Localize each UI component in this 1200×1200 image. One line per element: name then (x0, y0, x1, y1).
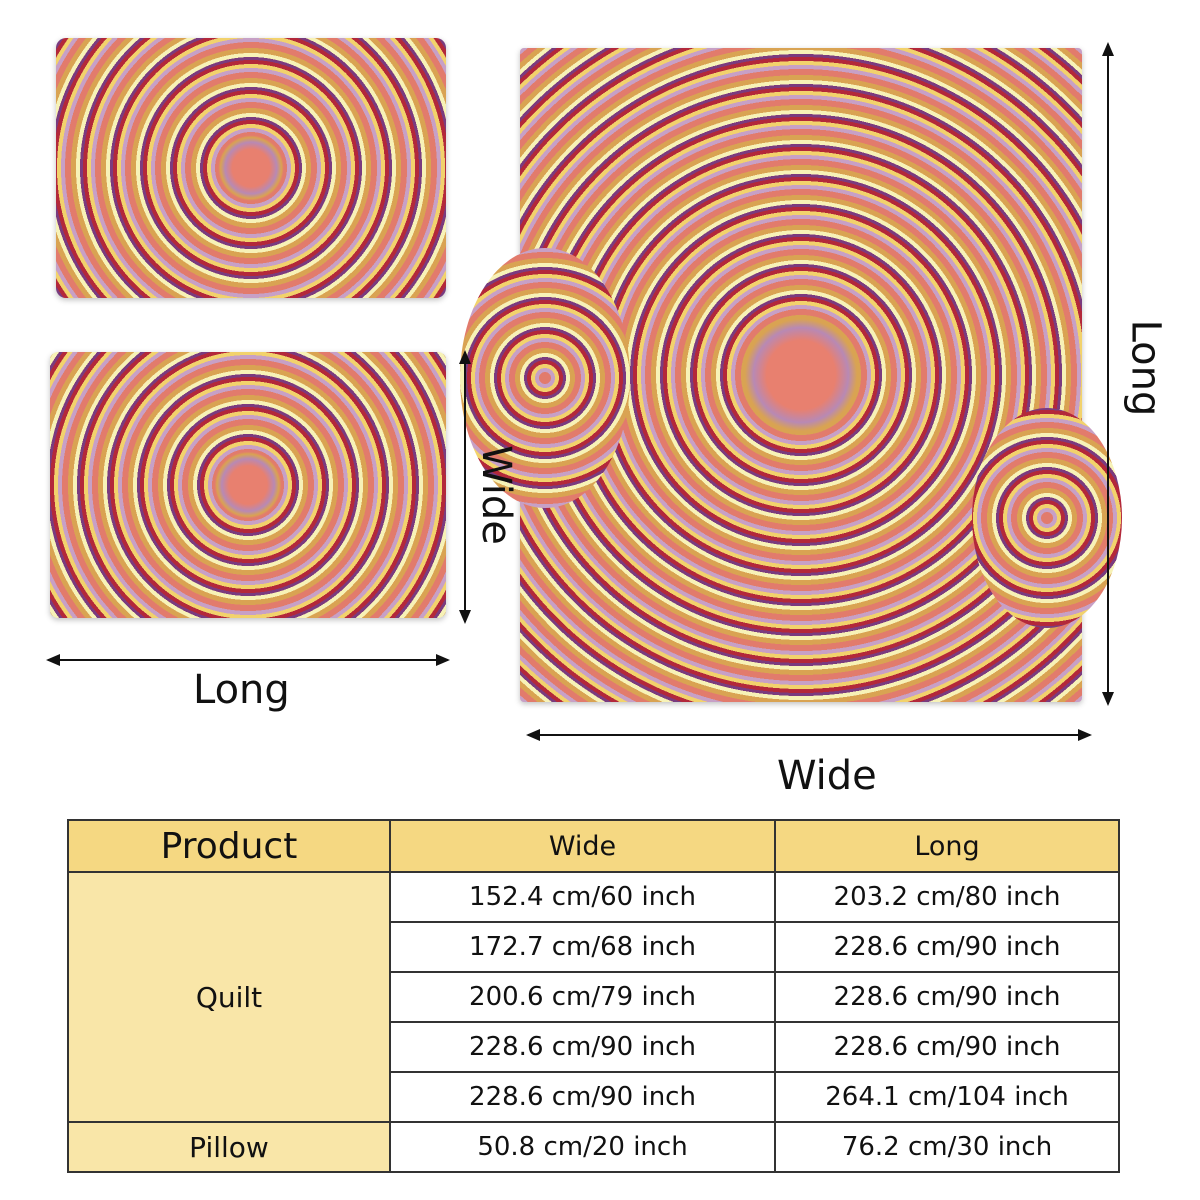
quilt-wide-cell: 152.4 cm/60 inch (389, 871, 776, 923)
header-long: Long (774, 819, 1120, 873)
pillow-width-label: Wide (472, 445, 519, 545)
quilt-width-label: Wide (777, 753, 877, 799)
quilt-long-cell: 228.6 cm/90 inch (774, 1021, 1120, 1073)
pillow-long-cell: 76.2 cm/30 inch (774, 1121, 1120, 1173)
size-table: Product Wide Long Quilt 152.4 cm/60 inch… (67, 819, 1120, 1173)
quilt-length-label: Long (1122, 319, 1169, 417)
pillow-image-bottom (50, 352, 446, 618)
table-row: 200.6 cm/79 inch 228.6 cm/90 inch (68, 971, 1120, 1023)
quilt-wide-cell: 228.6 cm/90 inch (389, 1021, 776, 1073)
table-row: 228.6 cm/90 inch 264.1 cm/104 inch (68, 1071, 1120, 1123)
header-product: Product (67, 819, 391, 873)
quilt-image (460, 48, 1122, 702)
pillow-width-arrow (459, 350, 471, 624)
product-quilt-cell: Quilt (67, 871, 391, 1123)
quilt-wide-cell: 200.6 cm/79 inch (389, 971, 776, 1023)
pillow-image-top (56, 38, 446, 298)
product-pillow-cell: Pillow (67, 1121, 391, 1173)
quilt-side-pattern-right (972, 408, 1122, 628)
table-row: Quilt 152.4 cm/60 inch 203.2 cm/80 inch (67, 871, 1120, 1123)
quilt-length-arrow (1102, 42, 1114, 706)
table-row: 228.6 cm/90 inch 228.6 cm/90 inch (68, 1021, 1120, 1073)
quilt-long-cell: 264.1 cm/104 inch (774, 1071, 1120, 1123)
quilt-wide-cell: 172.7 cm/68 inch (389, 921, 776, 973)
header-wide: Wide (389, 819, 776, 873)
quilt-long-cell: 228.6 cm/90 inch (774, 921, 1120, 973)
table-row: 172.7 cm/68 inch 228.6 cm/90 inch (68, 921, 1120, 973)
quilt-width-arrow (526, 729, 1092, 741)
table-header-row: Product Wide Long (67, 819, 1120, 873)
quilt-wide-cell: 228.6 cm/90 inch (389, 1071, 776, 1123)
quilt-long-cell: 203.2 cm/80 inch (774, 871, 1120, 923)
quilt-side-pattern-left (460, 248, 630, 508)
pillow-wide-cell: 50.8 cm/20 inch (389, 1121, 776, 1173)
pillow-length-label: Long (193, 667, 290, 713)
table-row: Pillow 50.8 cm/20 inch 76.2 cm/30 inch (67, 1121, 1120, 1173)
quilt-long-cell: 228.6 cm/90 inch (774, 971, 1120, 1023)
pillow-length-arrow (46, 654, 450, 666)
